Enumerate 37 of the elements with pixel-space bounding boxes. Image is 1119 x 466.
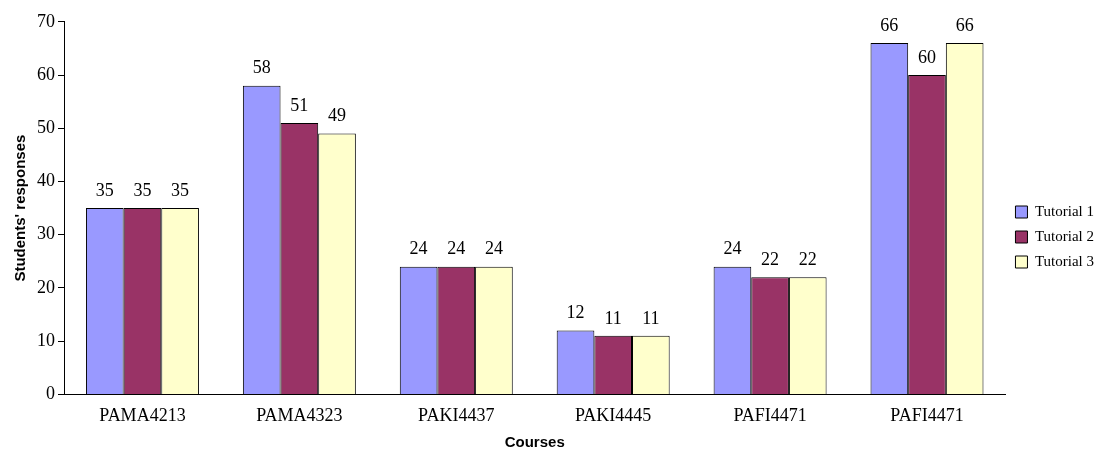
data-label: 11 — [604, 307, 622, 328]
x-tick-label: PAMA4213 — [99, 404, 186, 425]
data-label: 66 — [955, 14, 974, 35]
legend-label: Tutorial 1 — [1034, 202, 1095, 219]
y-tick-label: 10 — [37, 329, 55, 350]
y-tick-label: 70 — [37, 10, 55, 31]
data-label: 58 — [252, 57, 271, 78]
data-label: 11 — [642, 307, 660, 328]
data-label: 35 — [95, 179, 114, 200]
data-label: 12 — [566, 302, 585, 323]
data-label: 66 — [880, 14, 899, 35]
legend-label: Tutorial 2 — [1034, 227, 1095, 244]
y-tick-label: 60 — [37, 63, 55, 84]
data-label: 22 — [761, 249, 780, 270]
data-label: 24 — [409, 238, 428, 259]
y-tick-label: 40 — [37, 170, 55, 191]
data-label: 35 — [133, 179, 152, 200]
y-tick-label: 0 — [46, 383, 55, 404]
data-label: 60 — [918, 46, 936, 67]
y-tick-label: 50 — [37, 116, 55, 137]
legend-label: Tutorial 3 — [1034, 252, 1095, 269]
data-label: 51 — [290, 94, 309, 115]
y-tick-label: 20 — [37, 276, 55, 297]
x-tick-label: PAKI4437 — [418, 404, 495, 425]
x-tick-label: PAFI4471 — [890, 404, 964, 425]
data-label: 49 — [328, 105, 347, 126]
x-tick-label: PAMA4323 — [256, 404, 343, 425]
data-label: 35 — [171, 179, 190, 200]
y-axis-title: Students' responses — [11, 134, 29, 282]
x-tick-label: PAFI4471 — [733, 404, 807, 425]
data-label: 24 — [723, 238, 742, 259]
y-tick-label: 30 — [37, 223, 55, 244]
data-label: 22 — [798, 249, 817, 270]
x-axis-title: Courses — [504, 433, 565, 451]
data-label: 24 — [484, 238, 503, 259]
x-tick-label: PAKI4445 — [575, 404, 652, 425]
data-label: 24 — [447, 238, 466, 259]
